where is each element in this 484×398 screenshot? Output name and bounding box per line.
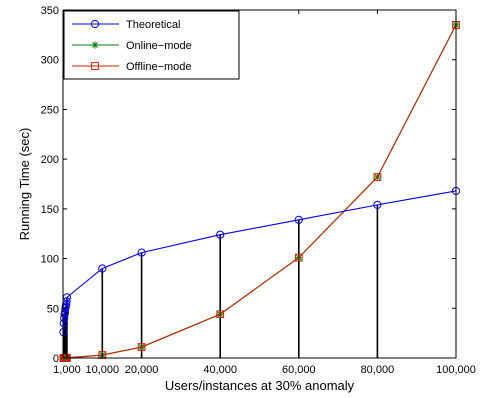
y-tick-label: 100 — [41, 254, 59, 266]
x-tick-label: 20,000 — [125, 364, 159, 376]
legend-marker — [91, 62, 99, 70]
y-tick-label: 350 — [41, 5, 59, 17]
data-point — [216, 230, 225, 239]
y-tick-label: 200 — [41, 154, 59, 166]
x-tick-label: 1,000 — [53, 364, 81, 376]
data-point — [98, 264, 107, 273]
series-circle — [59, 186, 461, 337]
data-point — [137, 343, 146, 351]
y-tick-label: 50 — [47, 303, 59, 315]
legend-marker — [90, 19, 100, 29]
x-tick-label: 40,000 — [203, 364, 237, 376]
x-axis-title: Users/instances at 30% anomaly — [165, 378, 355, 393]
data-point — [216, 310, 225, 319]
legend-marker — [91, 41, 99, 49]
axis-ticks: 0 50 100 150 200 250 300 350 1,000 10,000 20,000 40… — [41, 5, 476, 376]
data-point — [60, 314, 69, 323]
data-point — [294, 215, 303, 224]
legend-label: Offline−mode — [126, 61, 192, 73]
data-point — [373, 173, 382, 181]
legend: Theoretical Online−mode Offline−mode — [63, 10, 240, 80]
x-tick-label: 80,000 — [361, 364, 395, 376]
x-tick-label: 10,000 — [85, 364, 119, 376]
vertical-stems — [62, 204, 379, 358]
y-tick-label: 250 — [41, 104, 59, 116]
data-point — [294, 253, 303, 262]
y-tick-label: 300 — [41, 55, 59, 67]
plot-frame — [62, 9, 457, 359]
series-line — [62, 190, 457, 333]
y-axis-title: Running Time (sec) — [17, 128, 32, 241]
x-tick-label: 60,000 — [282, 364, 316, 376]
legend-label: Online−mode — [126, 40, 192, 52]
y-tick-label: 0 — [53, 353, 59, 365]
y-tick-label: 150 — [41, 204, 59, 216]
x-tick-label: 100,000 — [436, 364, 476, 376]
data-point — [59, 319, 68, 328]
data-point — [137, 248, 146, 257]
data-point — [373, 200, 382, 209]
legend-label: Theoretical — [126, 19, 180, 31]
